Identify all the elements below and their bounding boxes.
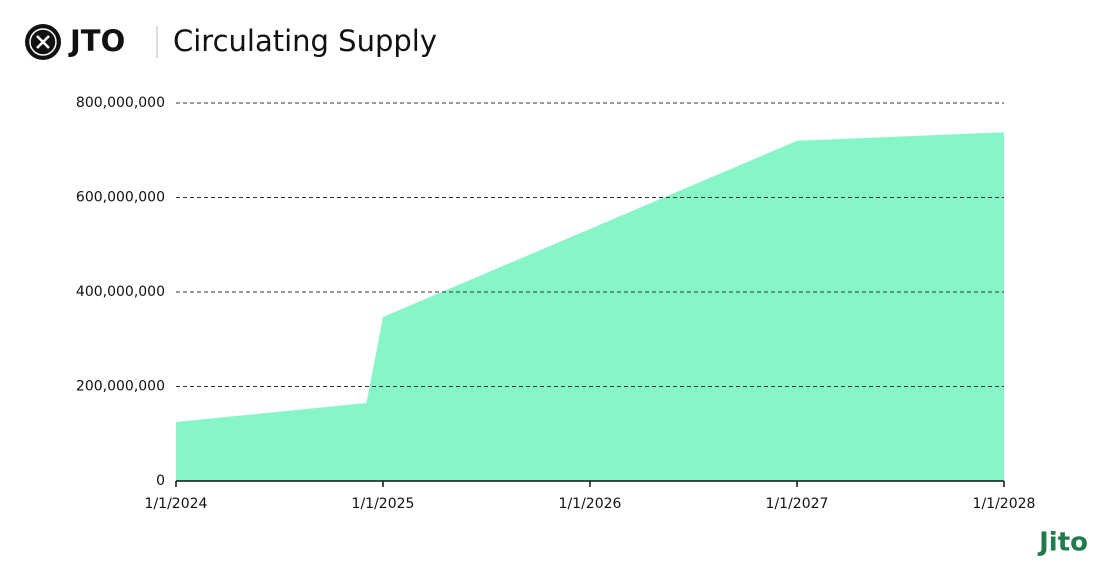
y-tick-label: 600,000,000 — [76, 190, 165, 206]
logo-mark — [36, 35, 50, 49]
y-tick-label: 0 — [156, 473, 165, 489]
x-tick-label: 1/1/2027 — [766, 496, 829, 512]
x-tick-label: 1/1/2028 — [973, 496, 1036, 512]
x-tick-label: 1/1/2026 — [559, 496, 622, 512]
token-label: JTO — [68, 24, 125, 58]
y-tick-label: 400,000,000 — [76, 284, 165, 300]
area — [176, 132, 1004, 482]
chart-title: Circulating Supply — [173, 24, 437, 58]
logo-ring — [29, 28, 57, 56]
x-tick-label: 1/1/2025 — [352, 496, 415, 512]
logo — [25, 24, 61, 60]
x-tick-label: 1/1/2024 — [145, 496, 208, 512]
brand: Jito — [1037, 528, 1088, 558]
y-tick-label: 800,000,000 — [76, 95, 165, 111]
y-tick-label: 200,000,000 — [76, 379, 165, 395]
